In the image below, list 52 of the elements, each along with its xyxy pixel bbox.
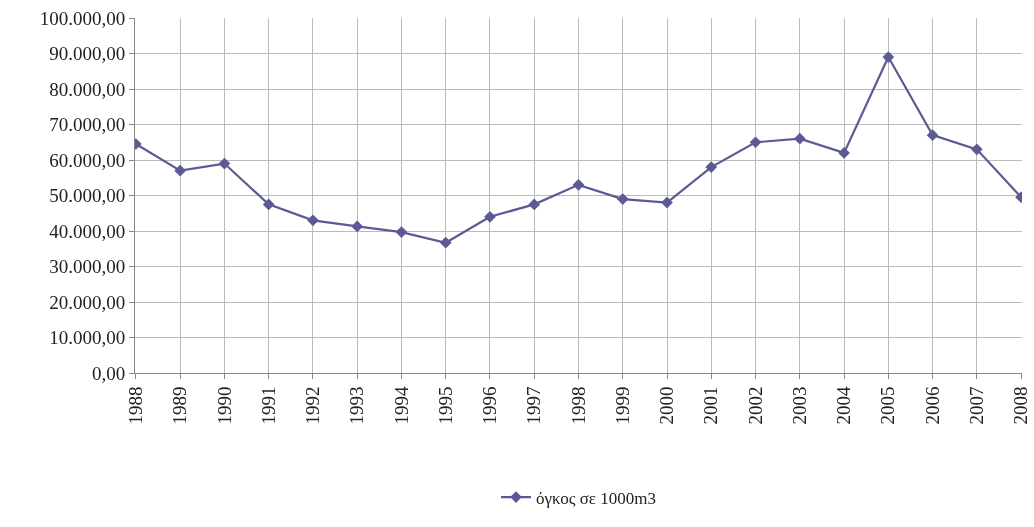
x-tick-label: 1994	[390, 386, 412, 425]
point	[262, 198, 275, 211]
x-tick-label: 2004	[833, 386, 855, 425]
point	[218, 157, 231, 170]
y-tick-label: 90.000,00	[49, 43, 126, 65]
y-tick-label: 80.000,00	[49, 78, 126, 100]
point	[971, 143, 983, 156]
x-tick-label: 1990	[213, 386, 235, 425]
point	[528, 198, 541, 211]
x-tick-label: 2005	[877, 386, 899, 425]
y-tick-label: 20.000,00	[49, 291, 126, 313]
point	[395, 226, 408, 238]
x-tick-label: 2002	[744, 386, 766, 425]
point	[572, 179, 585, 191]
point	[882, 51, 895, 63]
x-tick-label: 2007	[966, 386, 988, 425]
point	[926, 129, 939, 141]
x-tick-label: 1999	[611, 386, 633, 425]
x-tick-label: 2001	[700, 386, 722, 425]
x-tick-label: 2006	[921, 386, 943, 425]
x-tick-label: 1989	[169, 386, 191, 425]
y-tick-label: 70.000,00	[49, 114, 126, 136]
x-tick-label: 2000	[656, 386, 678, 425]
y-tick-label: 40.000,00	[49, 220, 126, 242]
point	[351, 220, 364, 233]
point	[661, 196, 673, 209]
y-tick-label: 50.000,00	[49, 185, 126, 207]
legend-label: όγκος σε 1000m3	[536, 488, 656, 508]
point	[749, 136, 762, 149]
y-tick-label: 60.000,00	[49, 149, 126, 171]
y-tick-label: 100.000,00	[39, 7, 126, 29]
x-tick-label: 1997	[523, 386, 545, 425]
x-tick-label: 1991	[257, 386, 279, 425]
point	[174, 164, 186, 177]
point	[616, 193, 629, 205]
x-tick-label: 1992	[302, 386, 324, 425]
x-tick-label: 1998	[567, 386, 589, 425]
point	[307, 214, 319, 227]
y-tick-label: 0,00	[91, 362, 126, 384]
point	[439, 236, 452, 249]
point	[793, 132, 806, 145]
point	[705, 161, 718, 173]
x-tick-label: 1993	[346, 386, 368, 425]
x-tick-label: 1995	[434, 386, 456, 425]
point	[838, 147, 850, 159]
x-tick-label: 2003	[788, 386, 810, 425]
point	[484, 210, 496, 223]
y-tick-label: 10.000,00	[49, 327, 126, 349]
y-tick-label: 30.000,00	[49, 256, 126, 278]
x-tick-label: 2008	[1010, 386, 1032, 425]
x-tick-label: 1988	[125, 386, 147, 425]
x-tick-label: 1996	[479, 386, 501, 425]
